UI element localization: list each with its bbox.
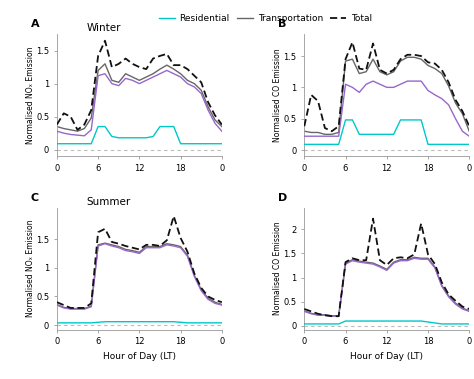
Text: Summer: Summer bbox=[87, 197, 131, 207]
Y-axis label: Normalised CO Emission: Normalised CO Emission bbox=[273, 49, 282, 142]
Y-axis label: Normalised NOₓ Emission: Normalised NOₓ Emission bbox=[26, 47, 35, 144]
Text: C: C bbox=[30, 193, 38, 203]
Text: Winter: Winter bbox=[87, 23, 121, 33]
Legend: Residential, Transportation, Total: Residential, Transportation, Total bbox=[155, 10, 376, 27]
X-axis label: Hour of Day (LT): Hour of Day (LT) bbox=[103, 352, 176, 361]
Text: A: A bbox=[30, 19, 39, 29]
Y-axis label: Normalised CO Emission: Normalised CO Emission bbox=[273, 222, 282, 315]
Text: B: B bbox=[278, 19, 286, 29]
Y-axis label: Normalised NOₓ Emission: Normalised NOₓ Emission bbox=[26, 220, 35, 317]
X-axis label: Hour of Day (LT): Hour of Day (LT) bbox=[350, 352, 423, 361]
Text: D: D bbox=[278, 193, 287, 203]
